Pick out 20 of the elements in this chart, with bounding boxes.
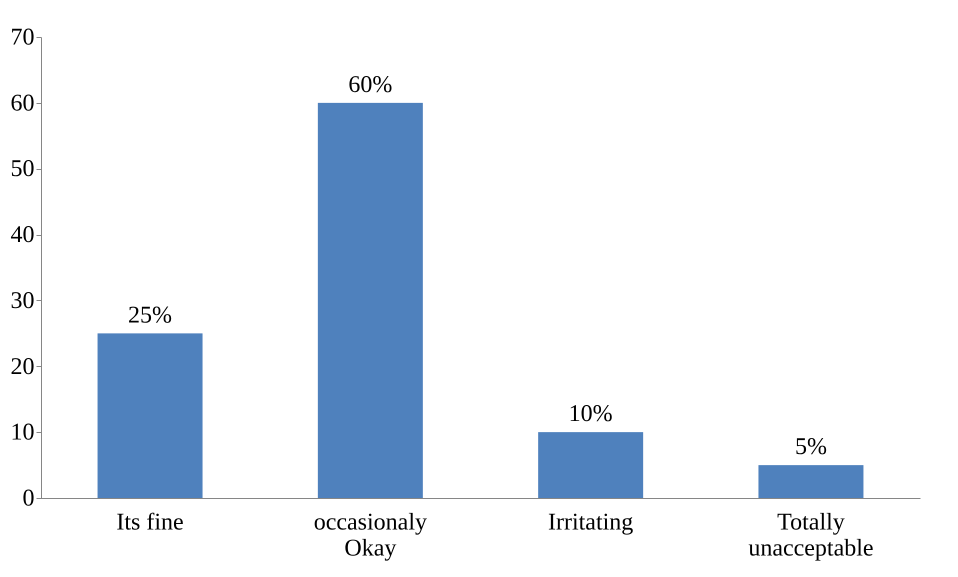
data-label: 5% xyxy=(794,434,827,460)
bar xyxy=(758,465,864,498)
y-tick-label: 50 xyxy=(10,156,34,182)
y-tick-label: 20 xyxy=(10,354,34,380)
y-tick-label: 60 xyxy=(10,90,34,116)
x-tick-label: Its fine xyxy=(116,510,184,536)
data-label: 10% xyxy=(568,401,613,428)
x-tick-label: occasionaly Okay xyxy=(314,510,427,562)
data-label: 60% xyxy=(348,72,392,98)
bar xyxy=(318,102,423,498)
y-tick-label: 0 xyxy=(22,486,34,512)
bar xyxy=(538,432,644,498)
data-label: 25% xyxy=(128,302,172,328)
y-tick-label: 30 xyxy=(10,288,34,314)
y-tick-label: 40 xyxy=(10,222,34,248)
x-tick-label: Irritating xyxy=(548,510,634,536)
y-tick-label: 10 xyxy=(10,420,34,446)
bar xyxy=(98,333,203,498)
y-tick-label: 70 xyxy=(10,24,34,50)
x-tick-label: Totally unacceptable xyxy=(748,510,874,562)
